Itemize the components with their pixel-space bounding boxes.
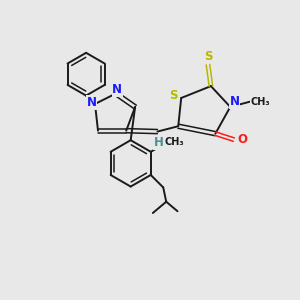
- Text: N: N: [86, 96, 96, 109]
- Text: CH₃: CH₃: [164, 137, 184, 147]
- Text: S: S: [169, 88, 177, 101]
- Text: CH₃: CH₃: [250, 97, 270, 106]
- Text: N: N: [112, 83, 122, 97]
- Text: S: S: [204, 50, 212, 63]
- Text: O: O: [237, 133, 247, 146]
- Text: H: H: [154, 136, 164, 149]
- Text: N: N: [230, 95, 240, 108]
